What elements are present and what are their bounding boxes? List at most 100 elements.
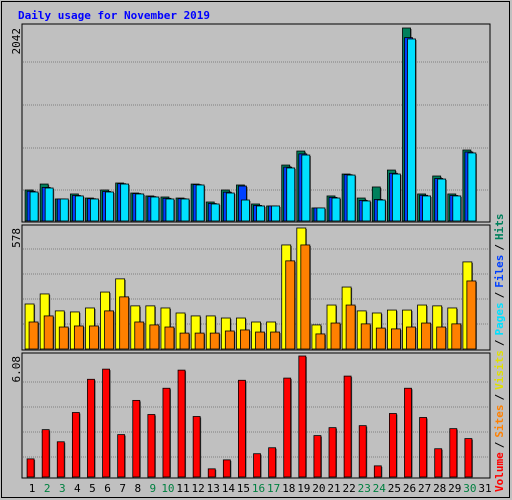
x-tick-label: 30 <box>463 482 476 495</box>
bar <box>301 154 311 222</box>
bar <box>316 207 326 222</box>
x-tick-label: 11 <box>176 482 189 495</box>
bar <box>467 152 477 222</box>
bar <box>419 417 427 478</box>
bar <box>71 412 80 478</box>
bar <box>222 459 231 478</box>
x-tick-label: 18 <box>282 482 295 495</box>
bar <box>56 441 65 478</box>
bar <box>149 324 160 350</box>
bar <box>241 199 250 222</box>
bar <box>58 326 69 350</box>
bar <box>391 173 401 222</box>
bar <box>102 368 110 478</box>
bar <box>268 447 277 478</box>
x-tick-label: 7 <box>119 482 126 495</box>
bar <box>26 458 35 478</box>
bar <box>315 333 326 350</box>
legend-entry: Files <box>493 255 506 288</box>
x-tick-label: 29 <box>448 482 461 495</box>
bar <box>360 323 371 350</box>
bar <box>240 329 250 350</box>
bar <box>132 399 141 478</box>
bar <box>313 435 322 478</box>
legend-entry: Sites <box>493 405 506 438</box>
bar <box>150 196 160 222</box>
bar <box>177 369 186 478</box>
bar <box>285 260 296 350</box>
bar <box>253 453 261 478</box>
x-tick-label: 19 <box>297 482 310 495</box>
bar <box>390 328 401 350</box>
x-tick-label: 5 <box>89 482 96 495</box>
x-tick-label: 6 <box>104 482 111 495</box>
x-tick-label: 8 <box>134 482 141 495</box>
bar <box>207 468 216 478</box>
chart-title: Daily usage for November 2019 <box>18 9 210 22</box>
bar <box>452 195 462 222</box>
bar <box>117 434 126 478</box>
bar <box>330 322 341 350</box>
y-tick-label: 578 <box>10 228 23 248</box>
bar <box>165 198 175 222</box>
x-tick-label: 13 <box>207 482 220 495</box>
bar <box>434 448 443 478</box>
bar <box>298 355 307 478</box>
bar <box>73 325 84 350</box>
legend-entry: Hits <box>493 214 506 241</box>
legend-separator: / <box>493 441 506 448</box>
bar <box>345 304 356 350</box>
bar <box>59 198 69 222</box>
bar <box>74 195 84 222</box>
bar <box>300 244 311 350</box>
bar <box>406 326 416 350</box>
x-tick-label: 17 <box>267 482 280 495</box>
bar <box>437 178 447 222</box>
bar <box>164 326 175 350</box>
bar <box>120 183 130 222</box>
bar <box>451 323 462 350</box>
bar <box>343 375 352 478</box>
bar <box>194 332 205 350</box>
bar <box>270 331 281 350</box>
bar <box>192 416 201 478</box>
x-tick-label: 9 <box>150 482 157 495</box>
bar <box>286 167 296 222</box>
bar <box>44 187 54 222</box>
legend-entry: Pages <box>493 302 506 335</box>
x-tick-label: 4 <box>74 482 81 495</box>
bar <box>195 184 205 222</box>
bar <box>119 296 130 350</box>
x-tick-label: 2 <box>44 482 51 495</box>
bar <box>283 377 292 478</box>
bar <box>422 195 431 222</box>
bar <box>90 198 99 222</box>
legend: Volume / Sites / Visits / Pages / Files / Hits <box>493 214 506 493</box>
x-tick-label: 12 <box>192 482 205 495</box>
x-tick-label: 31 <box>478 482 491 495</box>
legend-entry: Visits <box>493 350 506 390</box>
x-tick-label: 1 <box>29 482 36 495</box>
bar <box>105 191 114 222</box>
bar <box>179 332 190 350</box>
bar <box>256 205 265 222</box>
bar <box>135 193 145 222</box>
x-tick-label: 25 <box>388 482 401 495</box>
x-tick-label: 27 <box>418 482 431 495</box>
bar <box>375 327 386 350</box>
x-tick-label: 24 <box>373 482 387 495</box>
bar <box>89 325 99 350</box>
x-tick-label: 20 <box>312 482 325 495</box>
y-tick-label: 2042 <box>10 28 23 55</box>
x-tick-label: 14 <box>222 482 236 495</box>
x-tick-label: 3 <box>59 482 66 495</box>
bar <box>238 379 246 478</box>
bar <box>271 205 281 222</box>
bar <box>331 197 341 222</box>
bar <box>28 321 39 350</box>
x-tick-label: 16 <box>252 482 265 495</box>
bar <box>41 429 50 478</box>
bar <box>421 322 431 350</box>
